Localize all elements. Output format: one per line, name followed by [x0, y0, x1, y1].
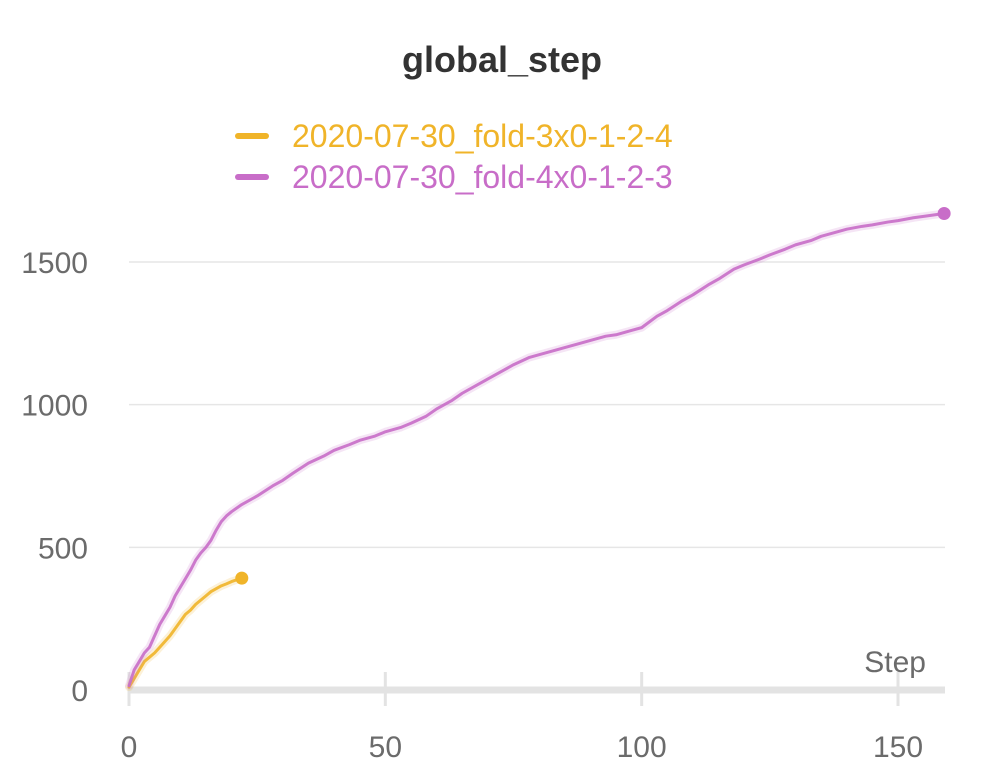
x-axis: 0 50 100 150 — [121, 672, 945, 764]
legend-label: 2020-07-30_fold-3x0-1-2-4 — [292, 118, 673, 154]
x-axis-title: Step — [864, 646, 926, 679]
y-axis: 0 500 1000 1500 — [21, 247, 88, 708]
grid — [129, 261, 945, 549]
series-endpoint — [235, 571, 249, 585]
series-line — [127, 211, 946, 688]
legend-item: 2020-07-30_fold-3x0-1-2-4 — [235, 118, 673, 154]
x-tick-label: 150 — [873, 731, 923, 764]
y-tick-label: 1000 — [21, 390, 88, 423]
x-tick-label: 50 — [369, 731, 402, 764]
series-lines — [125, 206, 951, 692]
legend-label: 2020-07-30_fold-4x0-1-2-3 — [292, 159, 673, 195]
y-tick-label: 1500 — [21, 247, 88, 280]
legend: 2020-07-30_fold-3x0-1-2-4 2020-07-30_fold… — [235, 118, 673, 195]
series-line — [127, 576, 244, 689]
series-line-shadow — [125, 209, 949, 690]
y-tick-label: 500 — [38, 532, 88, 565]
y-tick-label: 0 — [71, 675, 88, 708]
x-tick-label: 100 — [617, 731, 667, 764]
chart-title: global_step — [402, 39, 602, 80]
legend-item: 2020-07-30_fold-4x0-1-2-3 — [235, 159, 673, 195]
series-line-shadow — [125, 574, 246, 692]
series-endpoint — [937, 206, 951, 220]
x-tick-label: 0 — [121, 731, 138, 764]
